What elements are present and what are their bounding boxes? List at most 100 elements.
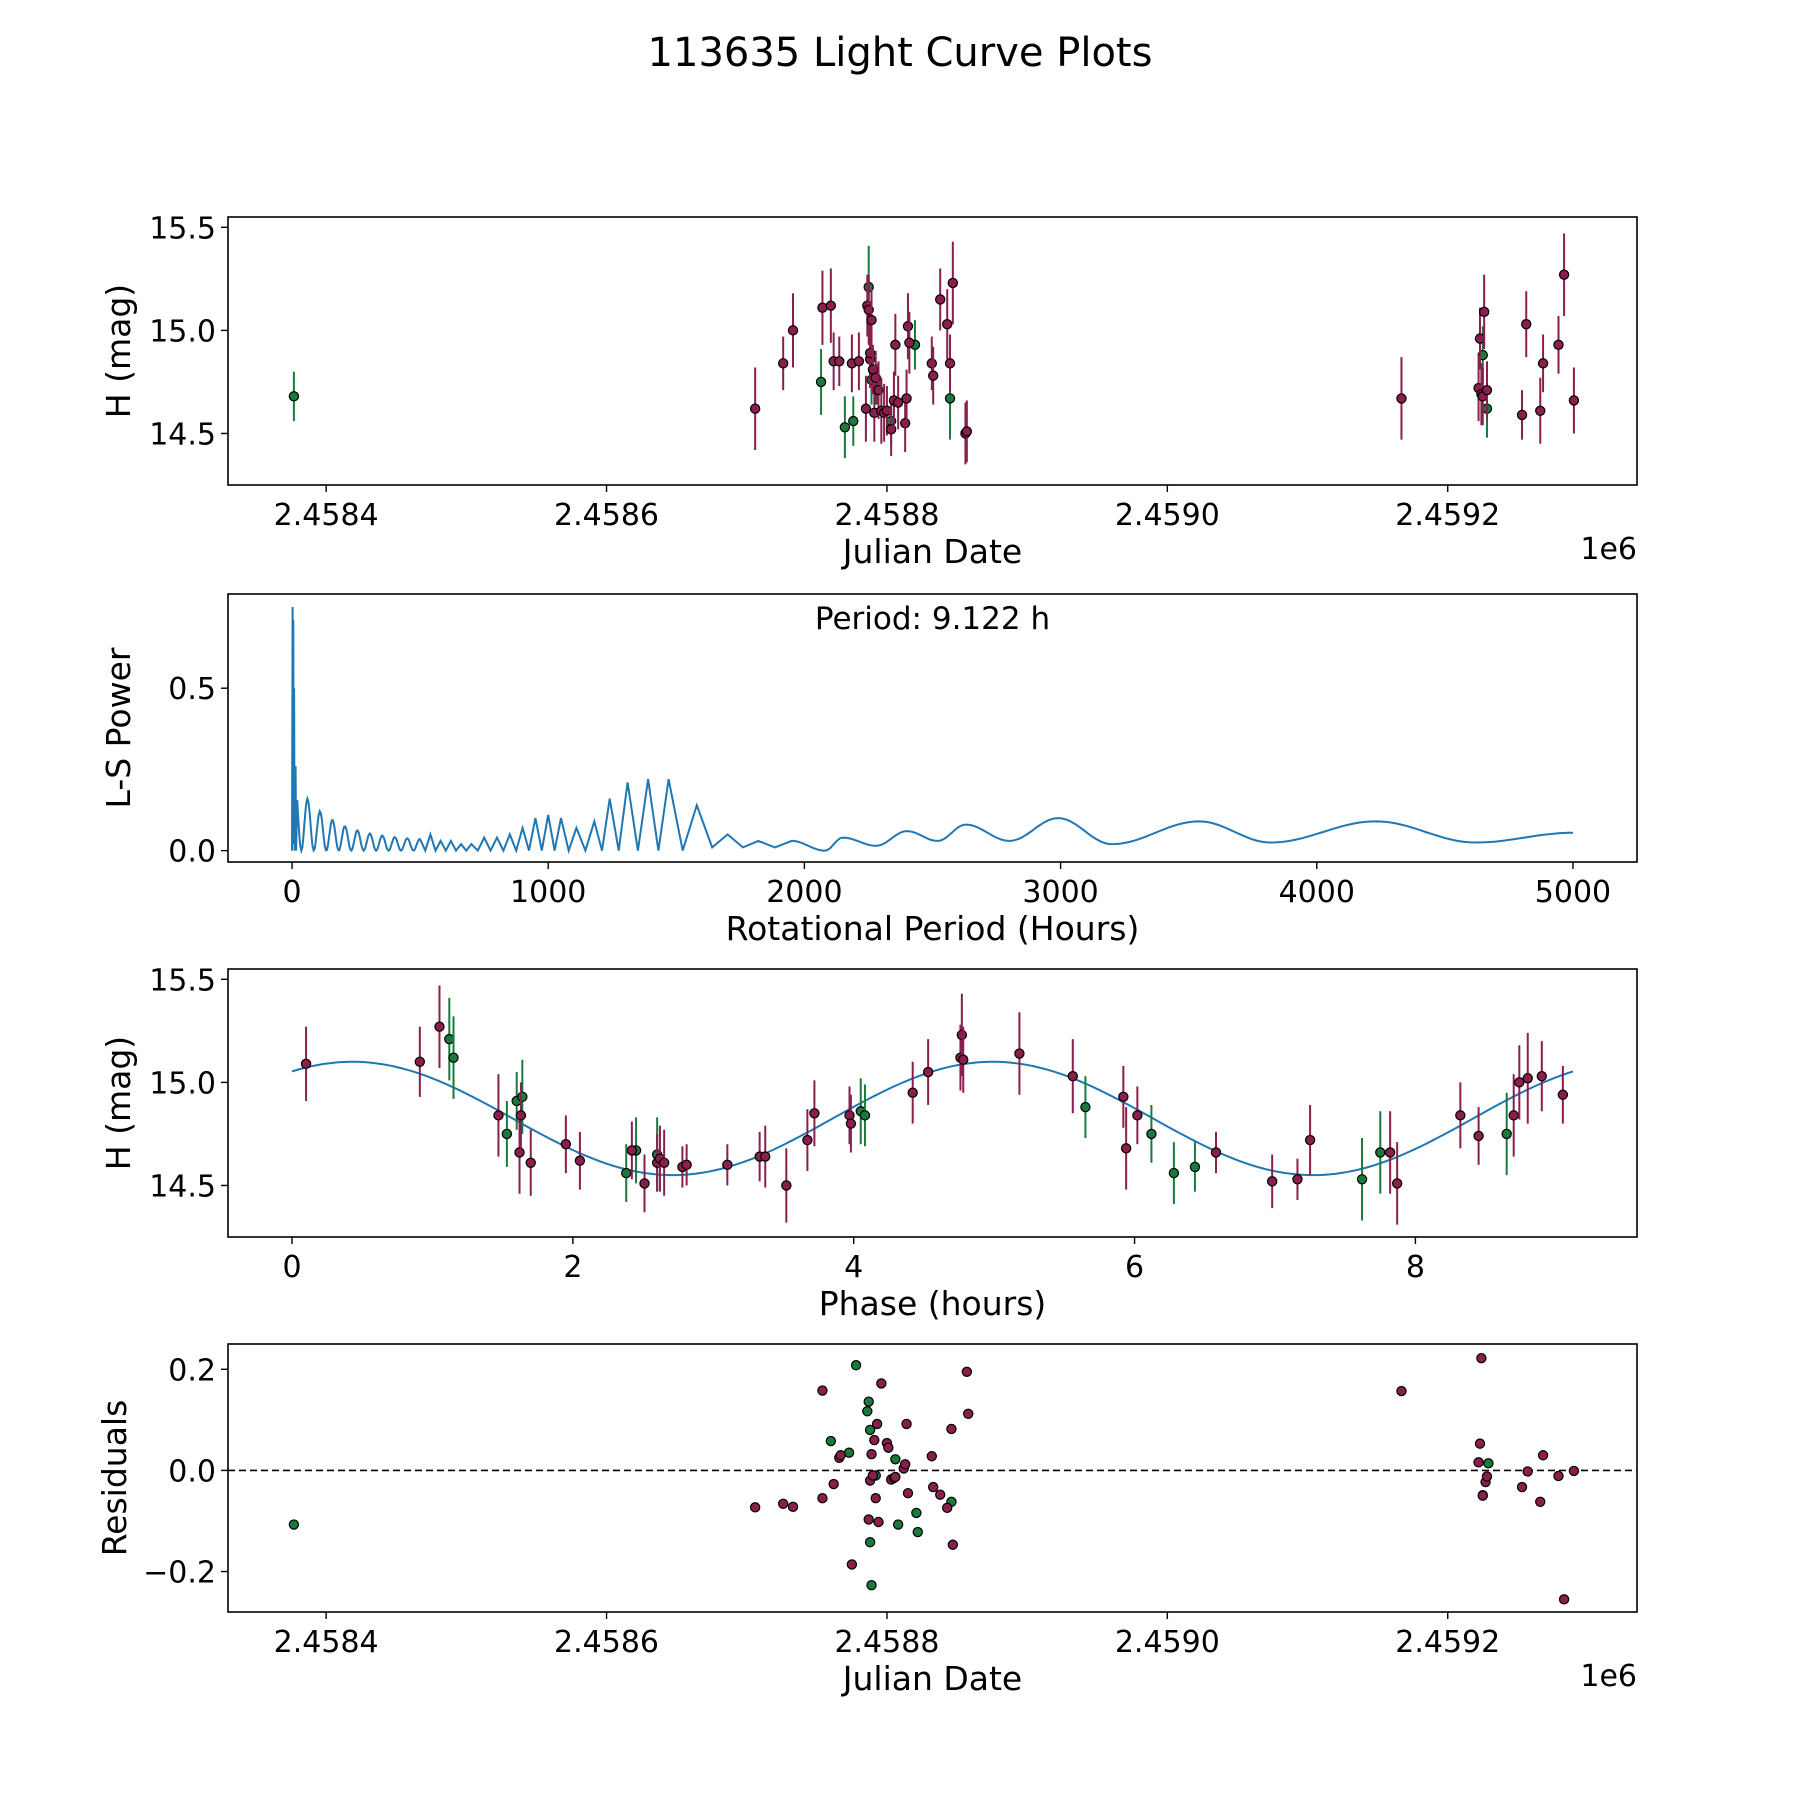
- lightcurve-point-r-45: [1516, 409, 1528, 421]
- residuals-point-r-48: [1568, 1465, 1580, 1477]
- periodogram-line: [291, 606, 1573, 855]
- residuals-point-r-34: [963, 1408, 974, 1419]
- residuals-point-r-45: [1537, 1450, 1549, 1461]
- phased-point-r-28: [958, 1054, 969, 1065]
- lightcurve-point-g-3: [848, 415, 859, 427]
- phased-point-r-25: [922, 1066, 934, 1078]
- phased-point-r-10: [639, 1178, 650, 1189]
- residuals-xtick-label-0: 2.4584: [274, 1625, 379, 1660]
- phased-point-r-2: [434, 1021, 445, 1032]
- residuals-point-g-8: [866, 1579, 877, 1591]
- residuals-xlabel: Julian Date: [841, 1659, 1023, 1698]
- periodogram-xtick-label-0: 0: [282, 875, 301, 910]
- phased-point-r-15: [681, 1159, 692, 1171]
- residuals-point-g-6: [864, 1424, 876, 1436]
- lightcurve-xtick-label-3: 2.4590: [1115, 498, 1220, 533]
- phased-point-g-12: [1168, 1167, 1180, 1179]
- residuals-point-r-8: [846, 1559, 858, 1570]
- residuals-xtick-label-2: 2.4588: [834, 1625, 939, 1660]
- residuals-point-r-5: [828, 1478, 839, 1490]
- residuals-point-r-30: [942, 1502, 953, 1514]
- phased-point-r-29: [1014, 1048, 1025, 1059]
- residuals-point-g-12: [911, 1507, 922, 1519]
- lightcurve-point-r-38: [1396, 393, 1407, 404]
- phased-xlabel: Phase (hours): [819, 1284, 1047, 1323]
- phased-point-r-46: [1557, 1089, 1569, 1100]
- periodogram-xtick-label-3: 3000: [1022, 875, 1098, 910]
- lightcurve-xtick-label-1: 2.4586: [554, 498, 659, 533]
- lightcurve-point-g-2: [839, 422, 851, 433]
- residuals-point-r-38: [1476, 1352, 1487, 1364]
- residuals-point-r-14: [870, 1493, 881, 1504]
- residuals-xtick-label-4: 2.4592: [1395, 1625, 1500, 1660]
- lightcurve-point-r-47: [1535, 405, 1546, 416]
- periodogram-xtick-label-2: 2000: [766, 875, 842, 910]
- phased-point-r-34: [1210, 1147, 1222, 1158]
- residuals-point-r-0: [749, 1502, 761, 1513]
- residuals-ylabel: Residuals: [95, 1400, 134, 1557]
- lightcurve-point-r-37: [961, 426, 973, 437]
- lightcurve-point-r-33: [942, 319, 953, 330]
- residuals-point-r-36: [1473, 1457, 1484, 1468]
- phased-point-g-1: [448, 1052, 459, 1063]
- residuals-point-r-28: [928, 1481, 939, 1493]
- figure-title: 113635 Light Curve Plots: [648, 30, 1153, 76]
- phased-xtick-label-1: 2: [563, 1250, 582, 1285]
- lightcurve-ytick-label-2: 15.5: [149, 211, 216, 246]
- lightcurve-point-g-9: [944, 393, 956, 404]
- phased-point-r-21: [809, 1108, 820, 1119]
- residuals-point-r-26: [902, 1487, 914, 1499]
- phased-point-r-27: [956, 1029, 968, 1041]
- residuals-point-r-15: [871, 1418, 883, 1430]
- lightcurve-point-r-27: [901, 393, 912, 404]
- phased-point-r-1: [414, 1056, 426, 1067]
- residuals-point-r-29: [935, 1489, 946, 1500]
- phased-point-r-3: [493, 1110, 504, 1121]
- residuals-point-g-11: [892, 1519, 904, 1530]
- periodogram-ytick-label-0: 0.0: [168, 835, 216, 870]
- phased-point-r-32: [1120, 1143, 1132, 1154]
- phased-point-r-7: [560, 1139, 572, 1150]
- phased-panel: 0 2 4 6 8 14.5 15.0 15.5 Phase (hours) H (mag): [99, 963, 1638, 1323]
- periodogram-xtick-label-4: 4000: [1279, 875, 1355, 910]
- lightcurve-xtick-label-2: 2.4588: [834, 498, 939, 533]
- periodogram-panel: Period: 9.122 h 0 1000 2000 3000 4000 5000 0.0 0…: [99, 593, 1638, 948]
- period-annotation: Period: 9.122 h: [815, 601, 1050, 637]
- residuals-point-r-4: [817, 1493, 828, 1504]
- residuals-point-r-43: [1522, 1466, 1533, 1477]
- lightcurve-xtick-label-4: 2.4592: [1395, 498, 1500, 533]
- periodogram-axes-frame: [227, 593, 1638, 863]
- residuals-point-r-47: [1558, 1594, 1570, 1605]
- residuals-point-g-7: [864, 1537, 876, 1548]
- phased-point-r-6: [525, 1157, 536, 1168]
- phased-xtick-label-0: 0: [282, 1250, 301, 1285]
- periodogram-xtick-label-5: 5000: [1535, 875, 1611, 910]
- residuals-point-r-37: [1474, 1438, 1486, 1449]
- lightcurve-point-r-9: [860, 403, 872, 414]
- phased-point-g-14: [1356, 1174, 1368, 1185]
- lightcurve-point-r-30: [926, 358, 937, 369]
- phased-point-r-24: [907, 1087, 918, 1098]
- lightcurve-point-r-0: [749, 403, 761, 414]
- phased-point-r-0: [300, 1058, 312, 1070]
- phased-point-g-11: [1146, 1128, 1157, 1140]
- residuals-point-r-9: [863, 1514, 874, 1525]
- residuals-point-r-16: [873, 1516, 884, 1528]
- phased-point-g-16: [1501, 1128, 1512, 1140]
- phased-point-r-30: [1067, 1070, 1078, 1082]
- phased-axes-frame: [227, 968, 1638, 1238]
- phased-point-r-16: [722, 1159, 733, 1171]
- residuals-axes-frame: [227, 1343, 1638, 1613]
- lightcurve-panel: 2.4584 2.4586 2.4588 2.4590 2.4592 14.5 15.0 15…: [99, 211, 1638, 571]
- phased-point-r-40: [1455, 1110, 1466, 1121]
- residuals-point-g-1: [825, 1435, 837, 1447]
- residuals-xtick-label-1: 2.4586: [554, 1625, 659, 1660]
- lightcurve-offset-label: 1e6: [1580, 532, 1637, 567]
- phased-ytick-label-0: 14.5: [149, 1169, 216, 1204]
- periodogram-plot-area: [291, 606, 1573, 855]
- lightcurve-ytick-label-0: 14.5: [149, 417, 216, 452]
- residuals-point-r-11: [866, 1449, 877, 1460]
- residuals-point-r-32: [947, 1539, 959, 1550]
